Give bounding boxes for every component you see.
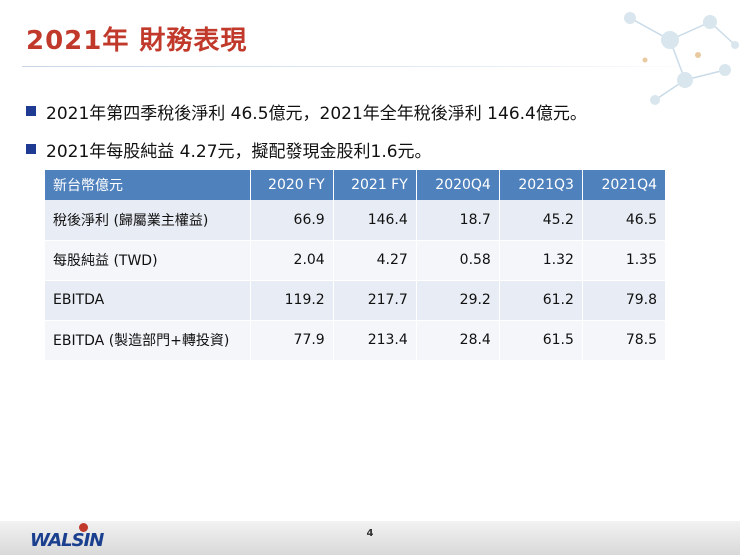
- table-cell: 61.2: [499, 280, 583, 321]
- table-cell: 4.27: [333, 240, 417, 281]
- table-cell: 146.4: [333, 200, 417, 241]
- table-cell: 66.9: [250, 200, 334, 241]
- column-header: 2021Q4: [582, 170, 667, 200]
- row-label: 每股純益 (TWD): [45, 240, 251, 281]
- table-cell: 119.2: [250, 280, 334, 321]
- column-header: 2021Q3: [499, 170, 583, 200]
- molecule-network-icon: [624, 12, 739, 105]
- page-number: 4: [366, 528, 374, 539]
- table-row: 稅後淨利 (歸屬業主權益) 66.9 146.4 18.7 45.2 46.5: [45, 200, 667, 241]
- title-divider: [22, 66, 714, 67]
- table-cell: 79.8: [582, 280, 667, 321]
- bullet-text: 2021年每股純益 4.27元，擬配發現金股利1.6元。: [46, 141, 432, 162]
- bullet-text: 2021年第四季稅後淨利 46.5億元，2021年全年稅後淨利 146.4億元。: [46, 103, 587, 124]
- bullet-item: 2021年每股純益 4.27元，擬配發現金股利1.6元。: [26, 130, 726, 168]
- logo-accent-dot: [79, 523, 88, 532]
- column-header: 新台幣億元: [45, 170, 251, 200]
- table-cell: 18.7: [416, 200, 500, 241]
- table-cell: 45.2: [499, 200, 583, 241]
- table-cell: 1.35: [582, 240, 667, 281]
- footer-bar: [0, 521, 740, 555]
- row-label: EBITDA (製造部門+轉投資): [45, 320, 251, 361]
- column-header: 2021 FY: [333, 170, 417, 200]
- table-cell: 46.5: [582, 200, 667, 241]
- square-bullet-icon: [26, 106, 36, 116]
- table-cell: 1.32: [499, 240, 583, 281]
- column-header: 2020 FY: [250, 170, 334, 200]
- table-cell: 2.04: [250, 240, 334, 281]
- table-cell: 0.58: [416, 240, 500, 281]
- table-cell: 29.2: [416, 280, 500, 321]
- table-header-row: 新台幣億元 2020 FY 2021 FY 2020Q4 2021Q3 2021…: [45, 170, 667, 200]
- table-cell: 61.5: [499, 320, 583, 361]
- row-label: 稅後淨利 (歸屬業主權益): [45, 200, 251, 241]
- table-cell: 28.4: [416, 320, 500, 361]
- table-row: 每股純益 (TWD) 2.04 4.27 0.58 1.32 1.35: [45, 240, 667, 281]
- slide-title: 2021年 財務表現: [26, 26, 248, 56]
- table-cell: 77.9: [250, 320, 334, 361]
- square-bullet-icon: [26, 144, 36, 154]
- table-row: EBITDA 119.2 217.7 29.2 61.2 79.8: [45, 280, 667, 321]
- table-cell: 78.5: [582, 320, 667, 361]
- bullet-item: 2021年第四季稅後淨利 46.5億元，2021年全年稅後淨利 146.4億元。: [26, 92, 726, 130]
- company-logo: WALSIN: [30, 530, 104, 551]
- table-cell: 217.7: [333, 280, 417, 321]
- bullet-list: 2021年第四季稅後淨利 46.5億元，2021年全年稅後淨利 146.4億元。…: [26, 92, 726, 168]
- table-cell: 213.4: [333, 320, 417, 361]
- financial-table: 新台幣億元 2020 FY 2021 FY 2020Q4 2021Q3 2021…: [45, 170, 667, 361]
- column-header: 2020Q4: [416, 170, 500, 200]
- table-row: EBITDA (製造部門+轉投資) 77.9 213.4 28.4 61.5 7…: [45, 320, 667, 361]
- row-label: EBITDA: [45, 280, 251, 321]
